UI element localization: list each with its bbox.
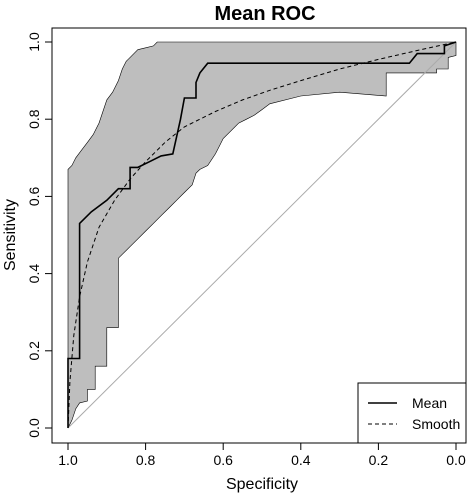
legend-box: [357, 382, 467, 444]
y-tick-label: 0.8: [26, 109, 42, 129]
x-tick-label: 0.8: [136, 452, 156, 468]
y-axis: 0.0 0.2 0.4 0.6 0.8 1.0: [26, 32, 52, 438]
x-axis: 1.0 0.8 0.6 0.4 0.2 0.0: [58, 443, 466, 468]
x-tick-label: 0.6: [213, 452, 233, 468]
y-tick-label: 0.4: [26, 264, 42, 284]
x-tick-label: 0.4: [291, 452, 311, 468]
y-tick-label: 0.6: [26, 186, 42, 206]
series-line-mean: [67, 41, 457, 428]
y-tick-label: 1.0: [26, 32, 42, 52]
reference-diagonal-line: [67, 41, 457, 429]
x-tick-label: 1.0: [58, 452, 78, 468]
x-tick-label: 0.2: [369, 452, 389, 468]
reference-line-layer: [67, 41, 457, 429]
x-tick-label: 0.0: [446, 452, 466, 468]
y-tick-label: 0.2: [26, 341, 42, 361]
series-layer: [67, 41, 457, 429]
chart-title: Mean ROC: [214, 3, 315, 25]
legend-smooth-label: Smooth: [412, 416, 460, 432]
y-tick-label: 0.0: [26, 418, 42, 438]
confidence-band-layer: [67, 41, 457, 429]
legend: Mean Smooth: [357, 382, 467, 444]
x-axis-label: Specificity: [226, 476, 298, 493]
plot-frame: [51, 27, 467, 444]
legend-mean-label: Mean: [412, 395, 447, 411]
confidence-band: [67, 41, 457, 429]
y-axis-label: Sensitivity: [2, 199, 19, 271]
